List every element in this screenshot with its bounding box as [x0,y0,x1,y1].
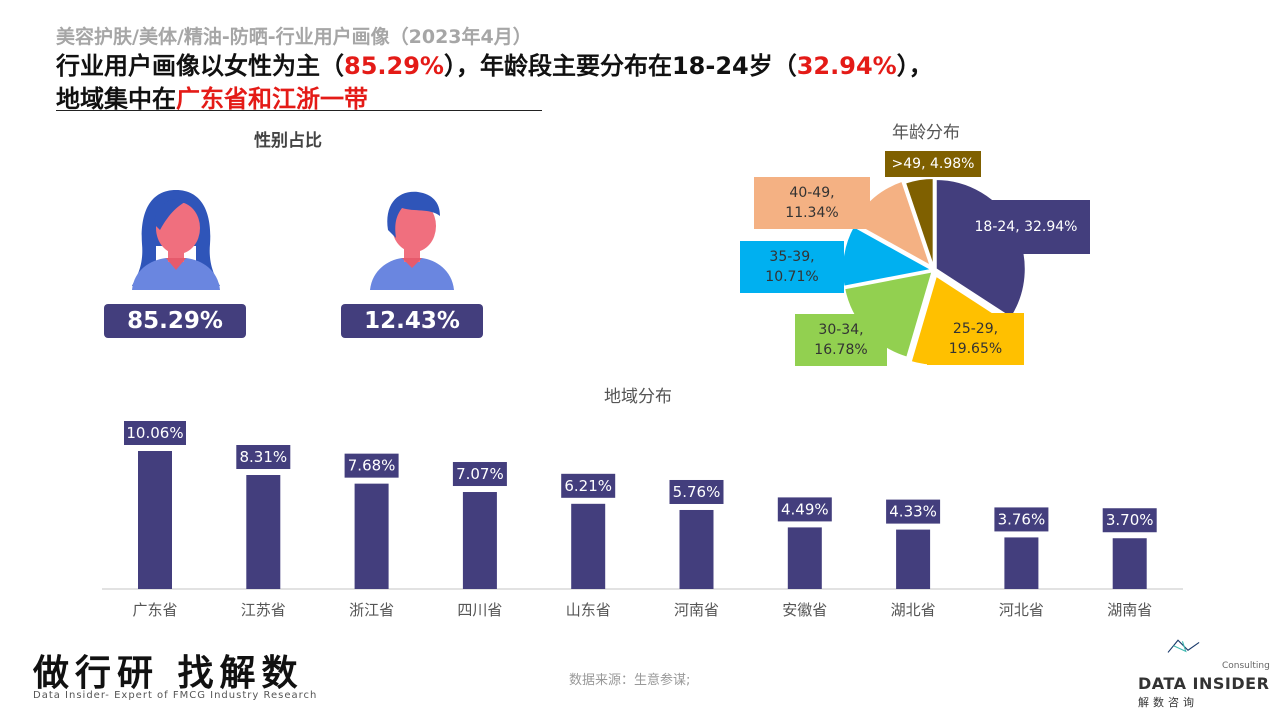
bar-data-label-bg-4 [561,473,616,498]
category-label-2: 浙江省 [349,601,394,619]
logo-chinese-name: 解数咨询 [1138,696,1198,709]
headline-text: 地域集中在 [56,85,176,113]
bar-data-label-bg-5 [669,479,724,504]
category-label-5: 河南省 [674,601,719,619]
page-subtitle: 美容护肤/美体/精油-防晒-行业用户画像（2023年4月） [56,26,532,48]
category-label-0: 广东省 [132,601,177,619]
headline-text: ）， [896,52,933,80]
headline-text: ），年龄段主要分布在18-24岁（ [443,52,797,80]
headline-highlight-female: 85.29% [344,52,444,80]
region-chart-title: 地域分布 [604,387,672,407]
headline-highlight-age: 32.94% [796,52,897,80]
bar-6 [787,527,822,589]
bar-data-label-bg-0 [124,421,186,445]
bar-data-label-bg-9 [1102,508,1157,533]
bar-8 [1004,537,1039,589]
pie-label-35-39: 35-39, 10.71% [740,241,844,293]
headline-text: 行业用户画像以女性为主（ [56,52,344,80]
bar-data-label-2: 7.68% [348,457,396,475]
bar-data-label-8: 3.76% [998,510,1046,528]
bar-1 [246,475,281,589]
bar-data-label-9: 3.70% [1106,511,1154,529]
headline-line-1: 行业用户画像以女性为主（85.29%），年龄段主要分布在18-24岁（32.94… [56,50,933,83]
headline-line-2: 地域集中在广东省和江浙一带 [56,83,933,116]
bar-data-label-bg-3 [452,462,507,487]
bar-5 [679,509,714,589]
bar-data-label-bg-6 [777,497,832,522]
footer-tagline: Data Insider- Expert of FMCG Industry Re… [33,690,318,701]
category-label-8: 河北省 [999,601,1044,619]
bar-data-label-bg-2 [344,453,399,478]
category-label-9: 湖南省 [1107,601,1152,619]
bar-4 [571,503,606,589]
logo-name: DATA INSIDER [1138,674,1270,693]
bar-data-label-5: 5.76% [673,483,721,501]
bar-data-label-3: 7.07% [456,465,504,483]
headline-highlight-region: 广东省和江浙一带 [176,85,368,113]
bar-data-label-4: 6.21% [564,477,612,495]
bar-data-label-7: 4.33% [889,503,937,521]
pie-label-40-49: 40-49, 11.34% [754,177,870,229]
category-label-1: 江苏省 [241,601,286,619]
bar-0 [138,451,172,589]
female-share-badge: 85.29% [104,304,246,338]
bar-data-label-bg-1 [236,445,291,470]
pie-label-over-49: >49, 4.98% [885,151,981,177]
category-label-6: 安徽省 [782,601,827,619]
category-label-3: 四川省 [457,601,502,619]
bar-data-label-0: 10.06% [126,424,183,442]
bar-data-label-6: 4.49% [781,500,829,518]
pie-label-25-29: 25-29, 19.65% [927,313,1024,365]
headline: 行业用户画像以女性为主（85.29%），年龄段主要分布在18-24岁（32.94… [56,50,933,116]
category-label-4: 山东省 [566,601,611,619]
bar-9 [1112,538,1147,589]
male-share-badge: 12.43% [341,304,483,338]
bar-7 [896,529,931,589]
pie-slice-over-49 [903,177,935,269]
pie-label-30-34: 30-34, 16.78% [795,314,887,366]
headline-underline [56,110,542,111]
pie-label-18-24: 18-24, 32.94% [962,200,1090,254]
age-chart-title: 年龄分布 [892,123,960,143]
footer-slogan: 做行研 找解数 [33,653,304,694]
male-user-icon [370,191,454,290]
bar-3 [462,492,497,589]
bar-data-label-bg-8 [994,507,1049,532]
gender-section-title: 性别占比 [254,131,322,151]
bar-2 [354,483,389,589]
bar-data-label-1: 8.31% [239,448,287,466]
bar-data-label-bg-7 [886,499,941,524]
category-label-7: 湖北省 [891,601,936,619]
data-insider-logo-icon [1167,639,1200,653]
data-source-note: 数据来源：生意参谋; [569,673,691,688]
logo-consulting-text: Consulting [1222,661,1270,671]
female-user-icon [132,190,220,290]
